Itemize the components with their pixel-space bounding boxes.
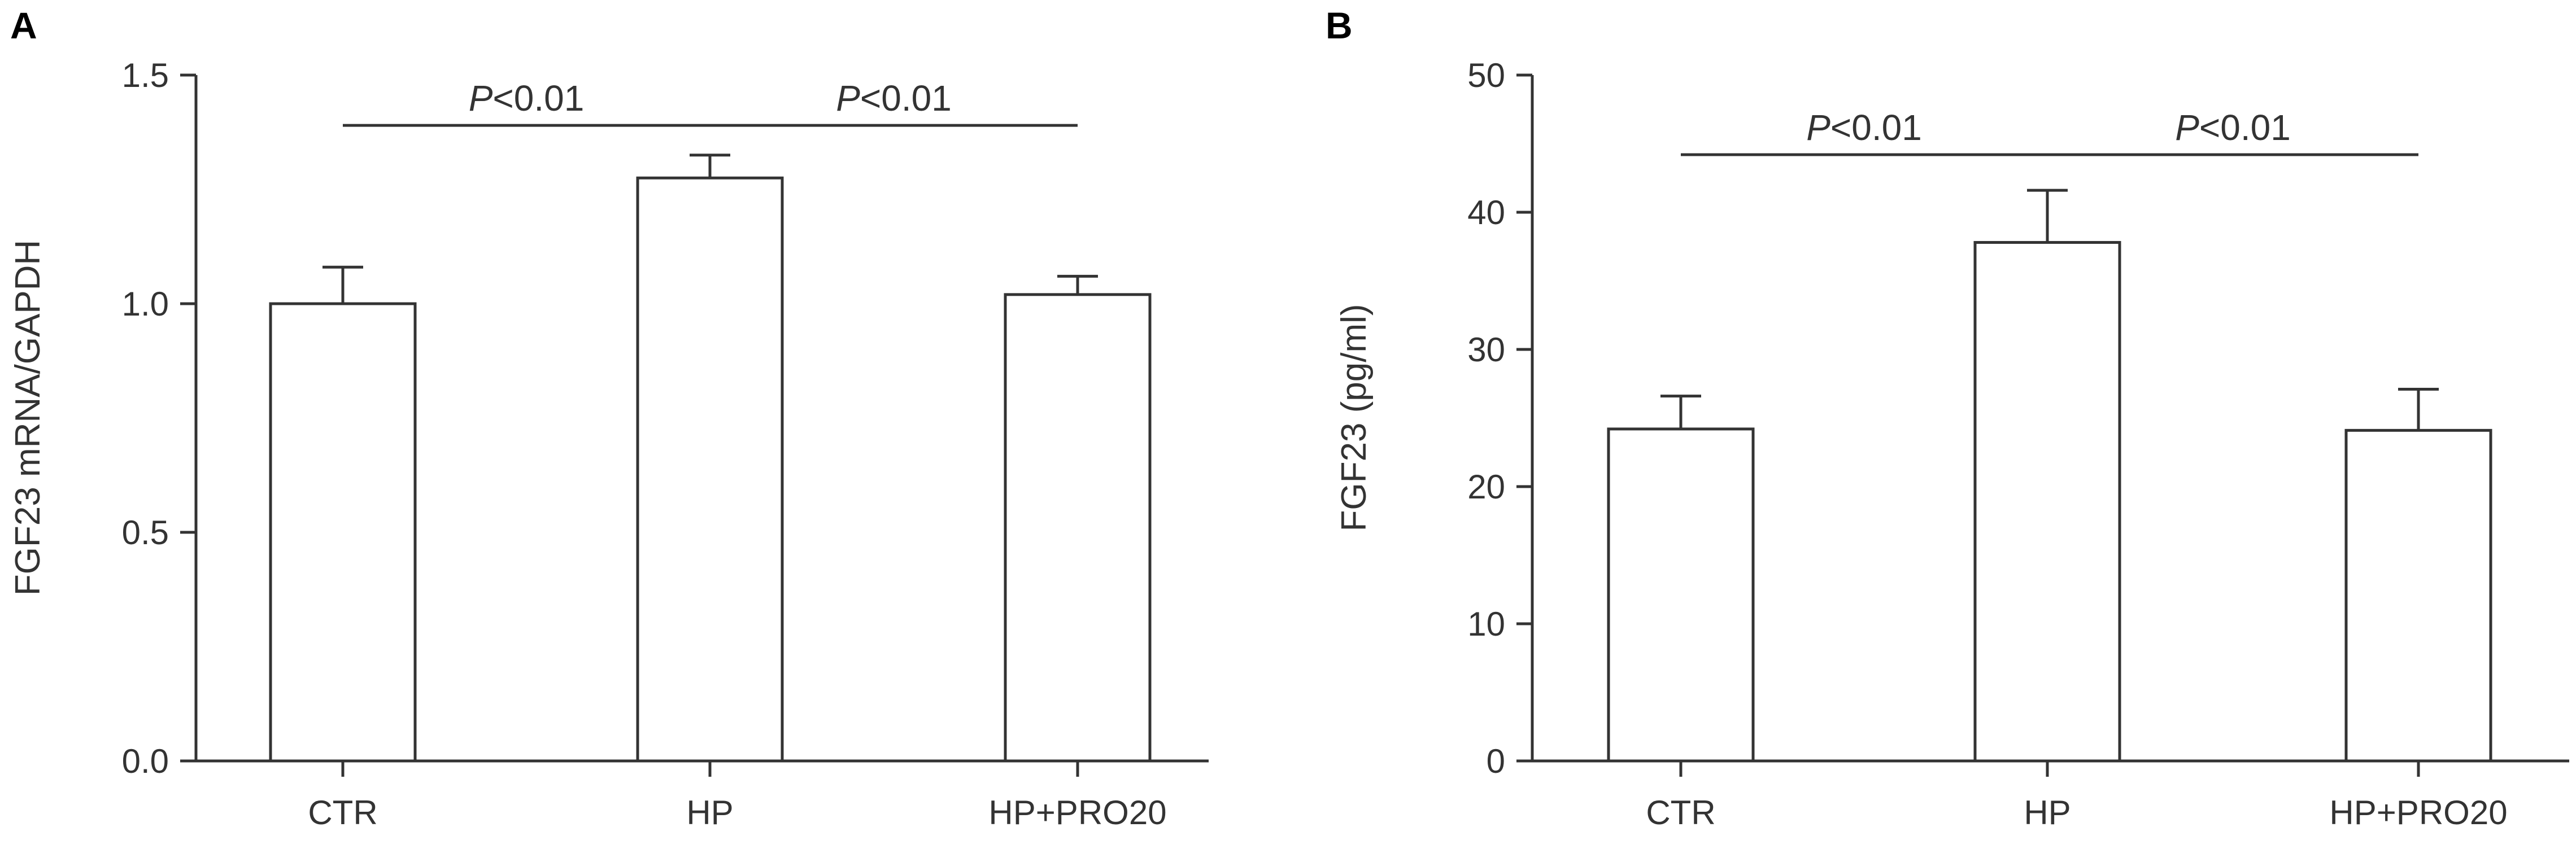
significance-label: P<0.01 bbox=[469, 78, 585, 119]
p-threshold: <0.01 bbox=[1830, 107, 1922, 148]
y-tick-label: 1.5 bbox=[122, 56, 169, 94]
p-symbol: P bbox=[2175, 107, 2199, 148]
p-symbol: P bbox=[836, 78, 860, 119]
panel-letter: A bbox=[10, 5, 37, 46]
significance-label: P<0.01 bbox=[1806, 107, 1922, 148]
y-tick-label: 50 bbox=[1467, 56, 1505, 94]
x-tick-label: HP bbox=[686, 794, 733, 832]
bar-hp bbox=[1973, 240, 2121, 763]
y-axis-label: FGF23 mRNA/GAPDH bbox=[8, 240, 47, 596]
y-tick-label: 0 bbox=[1487, 742, 1505, 780]
y-axis-label: FGF23 (pg/ml) bbox=[1335, 304, 1374, 531]
p-symbol: P bbox=[469, 78, 493, 119]
x-tick-label: CTR bbox=[1646, 794, 1715, 832]
p-threshold: <0.01 bbox=[860, 78, 952, 119]
significance-label: P<0.01 bbox=[2175, 107, 2291, 148]
p-threshold: <0.01 bbox=[492, 78, 584, 119]
x-tick-label: CTR bbox=[308, 794, 377, 832]
significance-label: P<0.01 bbox=[836, 78, 952, 119]
y-tick-label: 0.0 bbox=[122, 742, 169, 780]
y-tick-label: 40 bbox=[1467, 194, 1505, 231]
bar-hp-pro20 bbox=[2344, 428, 2492, 763]
y-tick-label: 10 bbox=[1467, 605, 1505, 643]
bar-ctr bbox=[1607, 427, 1755, 763]
y-tick-label: 30 bbox=[1467, 331, 1505, 369]
panel-a: A FGF23 mRNA/GAPDH 0.0 0.5 1.0 1.5 CTR HP HP+PRO… bbox=[8, 5, 1209, 832]
bar-ctr bbox=[269, 302, 417, 763]
panel-letter: B bbox=[1326, 5, 1353, 46]
bar-hp-pro20 bbox=[1004, 293, 1152, 763]
p-threshold: <0.01 bbox=[2199, 107, 2291, 148]
y-tick-label: 1.0 bbox=[122, 285, 169, 323]
x-tick-label: HP bbox=[2024, 794, 2071, 832]
x-tick-label: HP+PRO20 bbox=[988, 794, 1166, 832]
y-tick-label: 0.5 bbox=[122, 514, 169, 552]
x-tick-label: HP+PRO20 bbox=[2329, 794, 2507, 832]
y-tick-label: 20 bbox=[1467, 468, 1505, 506]
p-symbol: P bbox=[1806, 107, 1830, 148]
bar-hp bbox=[636, 176, 784, 763]
